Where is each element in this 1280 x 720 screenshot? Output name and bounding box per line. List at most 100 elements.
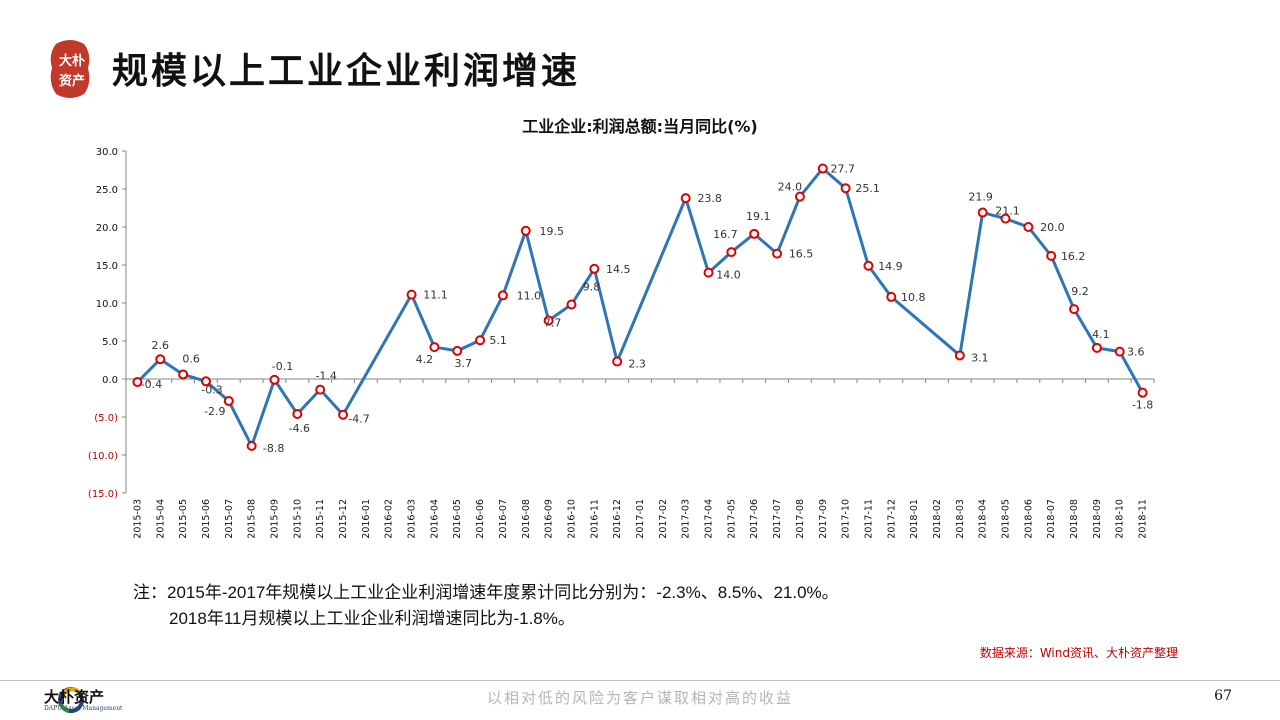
data-label: -2.9 [204,405,225,418]
data-label: 11.0 [517,289,542,302]
data-label: 16.7 [713,228,738,241]
y-tick-label: 5.0 [102,337,118,348]
y-tick-label: 25.0 [96,185,118,196]
x-tick-label: 2016-03 [407,499,418,539]
page-number: 67 [1214,688,1232,704]
data-label: 11.1 [423,289,448,302]
x-tick-label: 2016-04 [429,499,440,539]
data-label: 2.3 [628,358,646,371]
x-tick-label: 2017-01 [635,499,646,539]
x-tick-label: 2017-10 [841,499,852,539]
x-tick-label: 2015-09 [269,499,280,539]
x-tick-label: 2017-05 [726,499,737,539]
data-point-marker [977,207,988,218]
y-tick-label: 30.0 [96,147,118,158]
footer-logo-text: 大朴资产 [44,688,105,706]
x-tick-label: 2018-01 [909,499,920,539]
x-tick-label: 2018-02 [932,499,943,539]
data-label: 16.2 [1061,250,1086,263]
data-label: -0.3 [201,383,222,396]
data-point-marker [1046,250,1057,261]
data-label: 24.0 [778,181,803,194]
y-tick-label: 15.0 [96,261,118,272]
y-tick-label: (10.0) [88,451,118,462]
data-point-marker [749,228,760,239]
data-label: 10.8 [901,291,926,304]
x-tick-label: 2018-03 [955,499,966,539]
data-point-marker [223,396,234,407]
data-point-marker [886,291,897,302]
data-point-marker [406,289,417,300]
data-label: 14.5 [606,263,631,276]
x-tick-label: 2015-11 [315,499,326,539]
data-point-marker [954,350,965,361]
data-label: 14.0 [716,269,741,282]
data-label: 20.0 [1040,221,1065,234]
footer-slogan: 以相对低的风险为客户谋取相对高的收益 [486,689,793,707]
data-point-marker [1137,387,1148,398]
y-tick-label: (15.0) [88,489,118,500]
chart-title: 工业企业:利润总额:当月同比(%) [522,117,758,136]
x-tick-label: 2016-09 [544,499,555,539]
x-tick-label: 2015-06 [201,499,212,539]
data-label: 19.1 [746,210,771,223]
x-tick-label: 2016-10 [566,499,577,539]
x-tick-label: 2018-08 [1069,499,1080,539]
x-tick-label: 2018-06 [1023,499,1034,539]
data-label: 21.1 [995,205,1020,218]
data-label: 23.8 [697,192,722,205]
data-label: 3.7 [454,357,472,370]
x-tick-label: 2016-08 [521,499,532,539]
x-tick-label: 2016-07 [498,499,509,539]
note-line-1: 注：2015年-2017年规模以上工业企业利润增速年度累计同比分别为：-2.3%… [133,583,839,602]
data-point-marker [772,248,783,259]
x-tick-label: 2018-09 [1092,499,1103,539]
footer-logo-icon [58,687,84,713]
data-label: 25.1 [855,182,880,195]
footer-divider [0,680,1280,681]
x-tick-label: 2016-11 [589,499,600,539]
data-label: -1.4 [315,370,336,383]
data-point-marker [132,377,143,388]
x-tick-label: 2018-05 [1001,499,1012,539]
data-point-marker [1069,304,1080,315]
data-label: 21.9 [968,191,993,204]
data-point-marker [1114,346,1125,357]
x-tick-label: 2016-05 [452,499,463,539]
data-label: -1.8 [1132,399,1153,412]
x-tick-label: 2018-04 [978,499,989,539]
data-point-marker [520,225,531,236]
series-line [136,166,1144,448]
y-tick-label: (5.0) [94,413,118,424]
x-tick-label: 2016-01 [361,499,372,539]
data-point-marker [794,191,805,202]
data-label: 3.6 [1127,346,1145,359]
data-label: 14.9 [878,260,903,273]
x-tick-label: 2018-11 [1138,499,1149,539]
data-point-marker [863,260,874,271]
x-tick-label: 2017-09 [818,499,829,539]
x-tick-label: 2018-07 [1046,499,1057,539]
data-point-marker [497,290,508,301]
data-label: 9.2 [1071,285,1089,298]
data-point-marker [1023,222,1034,232]
data-label: -4.6 [289,422,310,435]
x-tick-label: 2015-07 [224,499,235,539]
data-point-marker [429,342,440,353]
data-label: -0.1 [272,360,293,373]
company-seal-logo: 大朴 资产 [50,40,90,98]
x-tick-label: 2016-02 [384,499,395,539]
data-source: 数据来源：Wind资讯、大朴资产整理 [979,646,1178,660]
y-tick-label: 0.0 [102,375,118,386]
data-label: 3.1 [971,351,989,364]
data-label: 4.2 [416,353,434,366]
data-point-marker [703,267,714,278]
x-tick-label: 2017-06 [749,499,760,539]
x-tick-label: 2017-07 [772,499,783,539]
x-tick-label: 2015-10 [292,499,303,539]
data-point-marker [338,409,349,420]
x-tick-label: 2018-10 [1115,499,1126,539]
data-label: 5.1 [489,334,507,347]
data-point-marker [817,163,828,174]
x-tick-label: 2016-06 [475,499,486,539]
